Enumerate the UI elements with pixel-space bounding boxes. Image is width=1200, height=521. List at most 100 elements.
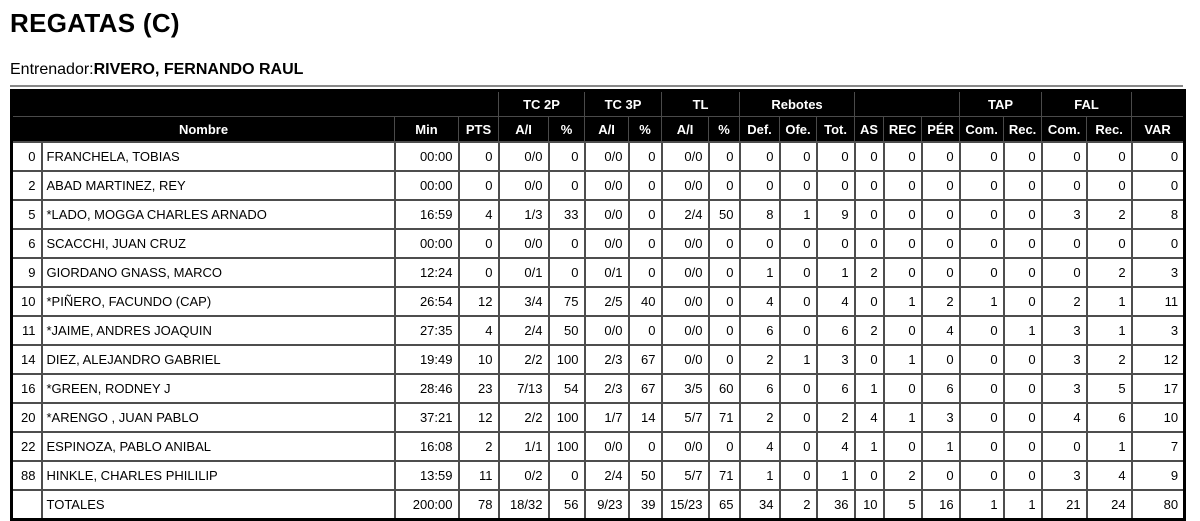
stat-cell: 2/4 xyxy=(660,199,710,230)
stat-cell: 1 xyxy=(882,344,923,375)
player-name-cell: HINKLE, CHARLES PHILILIP xyxy=(40,460,396,491)
stat-cell: 2 xyxy=(920,286,961,317)
stat-cell: 2/3 xyxy=(583,373,630,404)
stat-cell: 9 xyxy=(815,199,856,230)
stat-cell: 1 xyxy=(853,373,885,404)
stat-cell: 50 xyxy=(707,199,741,230)
stat-cell: 0 xyxy=(1040,141,1088,172)
stat-cell: 67 xyxy=(627,344,663,375)
stat-cell: 0/0 xyxy=(583,199,630,230)
player-number-cell: 88 xyxy=(10,460,43,491)
stat-cell: 2/5 xyxy=(583,286,630,317)
stat-cell: 14 xyxy=(627,402,663,433)
stat-cell: 00:00 xyxy=(393,228,460,259)
stat-cell: 2 xyxy=(738,402,781,433)
stat-cell: 78 xyxy=(457,489,500,521)
stat-cell: 0 xyxy=(778,402,818,433)
stat-cell: 4 xyxy=(457,199,500,230)
group-header-spacer xyxy=(11,90,499,117)
stat-cell: 1 xyxy=(778,344,818,375)
stat-cell: 0/1 xyxy=(583,257,630,288)
column-header-rec: REC xyxy=(883,116,923,143)
stat-cell: 0 xyxy=(627,315,663,346)
totals-row: TOTALES 200:00 78 18/32 56 9/23 39 15/23 65 34 2 36… xyxy=(10,489,1186,521)
stat-cell: 1 xyxy=(882,286,923,317)
table-body: 0 FRANCHELA, TOBIAS 00:00 0 0/0 0 0/0 0 0/0 0 0 0 0 0… xyxy=(10,141,1186,521)
table-row: 14 DIEZ, ALEJANDRO GABRIEL 19:49 10 2/2 100 2/… xyxy=(10,344,1186,375)
stat-cell: 1 xyxy=(1002,489,1043,521)
stat-cell: 0 xyxy=(707,344,741,375)
column-header-nombre: Nombre xyxy=(11,116,395,143)
stat-cell: 13:59 xyxy=(393,460,460,491)
stat-cell: 100 xyxy=(547,402,586,433)
stat-cell: 0/1 xyxy=(497,257,550,288)
stat-cell: 0 xyxy=(1002,257,1043,288)
stat-cell: 0 xyxy=(920,228,961,259)
stat-cell: 3 xyxy=(1040,344,1088,375)
stat-cell: 0 xyxy=(958,460,1005,491)
stat-cell: 0 xyxy=(1130,228,1186,259)
stat-cell: 100 xyxy=(547,344,586,375)
stat-cell: 1 xyxy=(815,257,856,288)
stat-cell: 0 xyxy=(882,199,923,230)
stat-cell: 12:24 xyxy=(393,257,460,288)
player-name-cell: FRANCHELA, TOBIAS xyxy=(40,141,396,172)
stat-cell: 1 xyxy=(853,431,885,462)
stat-cell: 2 xyxy=(1040,286,1088,317)
stat-cell: 50 xyxy=(547,315,586,346)
stat-cell: 40 xyxy=(627,286,663,317)
group-header-rebotes: Rebotes xyxy=(739,90,856,117)
stat-cell: 0 xyxy=(1002,199,1043,230)
stat-cell: 3/5 xyxy=(660,373,710,404)
stat-cell: 0/0 xyxy=(660,141,710,172)
stat-cell: 3 xyxy=(815,344,856,375)
stat-cell: 1 xyxy=(1085,315,1133,346)
stat-cell: 0/0 xyxy=(497,170,550,201)
group-header-tl: TL xyxy=(660,90,741,117)
coach-line: Entrenador:RIVERO, FERNANDO RAUL xyxy=(10,62,1190,78)
stat-cell: 0/0 xyxy=(660,257,710,288)
player-name-cell: *PIÑERO, FACUNDO (CAP) xyxy=(40,286,396,317)
stat-cell: 6 xyxy=(738,315,781,346)
stat-cell: 2 xyxy=(1085,199,1133,230)
stat-cell: 0 xyxy=(1040,257,1088,288)
stat-cell: 24 xyxy=(1085,489,1133,521)
stat-cell: 0 xyxy=(1085,170,1133,201)
stat-cell: 0 xyxy=(778,431,818,462)
stat-cell: 0 xyxy=(815,228,856,259)
stat-cell: 0 xyxy=(1040,170,1088,201)
column-header-tot: Tot. xyxy=(816,116,856,143)
column-header-a-i: A/I xyxy=(584,116,629,143)
stat-cell: 75 xyxy=(547,286,586,317)
stat-cell: 5/7 xyxy=(660,460,710,491)
group-header-tc-3p: TC 3P xyxy=(584,90,662,117)
player-number-cell xyxy=(10,489,43,521)
stat-cell: 4 xyxy=(920,315,961,346)
group-header-tap: TAP xyxy=(959,90,1043,117)
stat-cell: 34 xyxy=(738,489,781,521)
stat-cell: 0 xyxy=(1085,141,1133,172)
stat-cell: 0 xyxy=(853,228,885,259)
column-header-: % xyxy=(548,116,585,143)
stat-cell: 0 xyxy=(1002,402,1043,433)
table-row: 11 *JAIME, ANDRES JOAQUIN 27:35 4 2/4 50 0/0 0 0… xyxy=(10,315,1186,346)
stat-cell: 2 xyxy=(738,344,781,375)
column-header-min: Min xyxy=(394,116,459,143)
stat-cell: 10 xyxy=(853,489,885,521)
stat-cell: 1 xyxy=(958,286,1005,317)
stat-cell: 0 xyxy=(920,199,961,230)
stat-cell: 67 xyxy=(627,373,663,404)
stat-cell: 0 xyxy=(1002,431,1043,462)
stat-cell: 0 xyxy=(547,228,586,259)
table-row: 16 *GREEN, RODNEY J 28:46 23 7/13 54 2/3 67 3/5 6… xyxy=(10,373,1186,404)
table-row: 22 ESPINOZA, PABLO ANIBAL 16:08 2 1/1 100 0/0 0… xyxy=(10,431,1186,462)
stat-cell: 27:35 xyxy=(393,315,460,346)
stat-cell: 0 xyxy=(707,431,741,462)
stat-cell: 0 xyxy=(778,460,818,491)
stat-cell: 6 xyxy=(815,315,856,346)
totals-label-cell: TOTALES xyxy=(40,489,396,521)
column-header-a-i: A/I xyxy=(661,116,709,143)
group-header-spacer xyxy=(1131,90,1186,117)
stat-cell: 0 xyxy=(882,257,923,288)
stat-cell: 6 xyxy=(738,373,781,404)
